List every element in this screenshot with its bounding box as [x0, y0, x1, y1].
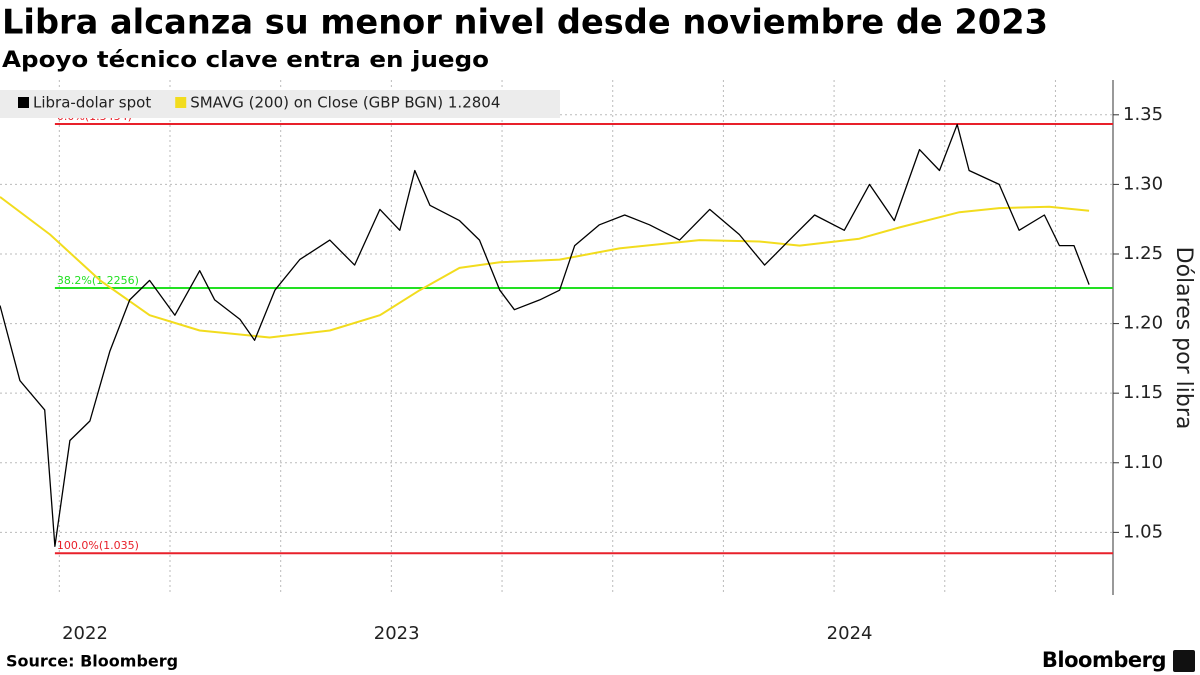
x-tick-label: 2023	[374, 623, 420, 644]
fib-level-label: 100.0%(1.035)	[57, 539, 139, 552]
chart-subtitle: Apoyo técnico clave entra en juego	[2, 48, 489, 73]
y-tick-label: 1.25	[1123, 243, 1163, 264]
x-tick-label: 2024	[827, 623, 873, 644]
legend-label: SMAVG (200) on Close (GBP BGN) 1.2804	[190, 94, 500, 112]
y-axis-label: Dólares por libra	[1171, 247, 1196, 430]
fib-level-label: 38.2%(1.2256)	[57, 274, 139, 287]
y-tick-label: 1.05	[1123, 521, 1163, 542]
y-tick-label: 1.10	[1123, 452, 1163, 473]
legend-label: Libra-dolar spot	[33, 94, 151, 112]
y-tick-label: 1.35	[1123, 104, 1163, 125]
series-line	[0, 196, 1090, 339]
source: Source: Bloomberg	[6, 652, 178, 671]
brand: Bloomberg	[1042, 648, 1166, 672]
brand-icon	[1173, 650, 1195, 672]
x-tick-label: 2022	[62, 623, 108, 644]
y-tick-label: 1.30	[1123, 173, 1163, 194]
legend-background	[0, 90, 560, 118]
legend-swatch	[175, 97, 187, 108]
legend-swatch	[18, 97, 29, 108]
y-tick-label: 1.15	[1123, 382, 1163, 403]
y-tick-label: 1.20	[1123, 313, 1163, 334]
chart-title: Libra alcanza su menor nivel desde novie…	[2, 3, 1048, 43]
series-line	[0, 123, 1090, 547]
